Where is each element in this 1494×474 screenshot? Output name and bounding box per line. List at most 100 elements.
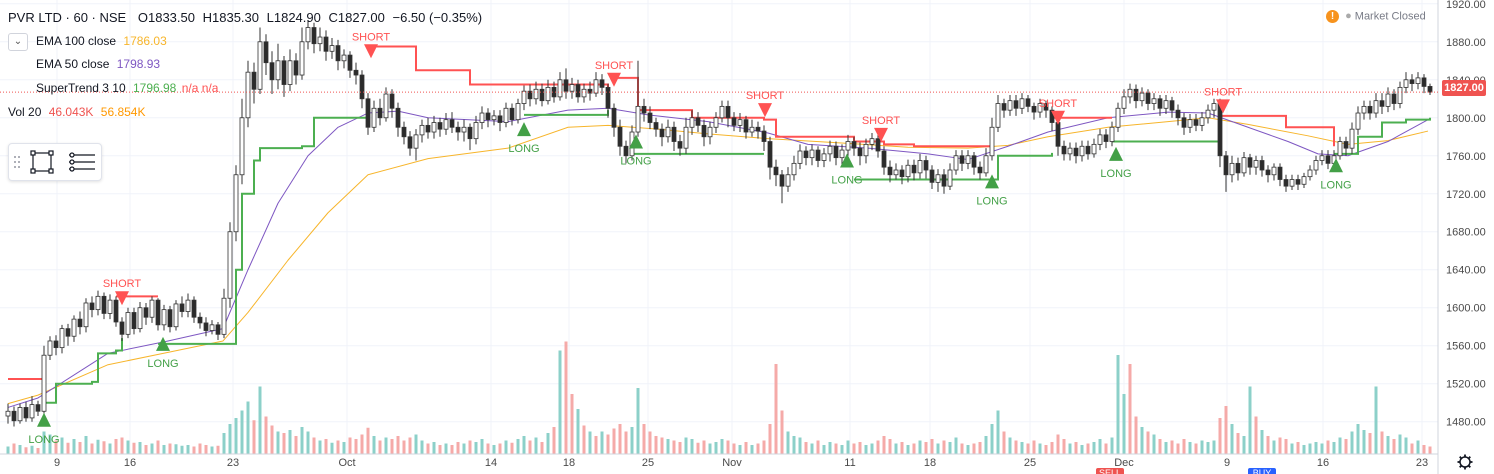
- trade-badge-sell[interactable]: SELL: [1096, 468, 1124, 474]
- candle: [155, 298, 161, 331]
- trade-badge-buy[interactable]: BUY: [1248, 468, 1276, 474]
- candle-body: [83, 302, 89, 328]
- volume-bar: [1368, 433, 1372, 454]
- candle: [167, 305, 173, 333]
- candle: [1373, 93, 1379, 118]
- candle-body: [1055, 122, 1061, 147]
- candle: [1319, 150, 1325, 166]
- candle-body: [995, 103, 1001, 128]
- candle-body: [839, 149, 845, 159]
- ema-50-line: [7, 107, 1429, 408]
- trade-badge-bg: [1248, 468, 1276, 474]
- volume-bar: [978, 442, 982, 454]
- volume-bar: [270, 425, 274, 454]
- candle-body: [761, 130, 767, 142]
- volume-bar: [1050, 442, 1054, 454]
- candle: [221, 288, 227, 339]
- settings-lines-icon[interactable]: [69, 152, 95, 172]
- candle-body: [1145, 92, 1151, 104]
- indicator-supertrend[interactable]: SuperTrend 3 10 1796.98 n/a n/a: [36, 81, 218, 95]
- symbol-title[interactable]: PVR LTD · 60 · NSE: [8, 10, 127, 25]
- candle-body: [47, 340, 53, 356]
- collapse-legend-button[interactable]: ⌄: [8, 33, 28, 51]
- market-status-text: Market Closed: [1354, 10, 1426, 23]
- close-label: C: [328, 10, 338, 25]
- ema100-label: EMA 100 close: [36, 34, 117, 48]
- close-value: 1827.00: [337, 10, 385, 25]
- volume-bar: [72, 439, 76, 454]
- x-tick-label: 18: [563, 457, 575, 469]
- x-tick-label: 14: [485, 457, 497, 469]
- candle: [1223, 151, 1229, 192]
- candle-body: [143, 307, 149, 318]
- indicator-ema50[interactable]: EMA 50 close 1798.93: [36, 57, 160, 71]
- candle-body: [701, 124, 707, 138]
- volume-bar: [1356, 424, 1360, 454]
- candle: [1325, 150, 1331, 170]
- candle-body: [599, 79, 605, 88]
- signal-short: SHORT: [1204, 86, 1242, 114]
- volume-bar: [1062, 439, 1066, 454]
- candle: [557, 72, 563, 101]
- x-tick-label: Nov: [722, 457, 742, 469]
- indicator-volume[interactable]: Vol 20 46.043K 56.854K: [8, 105, 146, 119]
- candle: [923, 155, 929, 179]
- supertrend-value: 1796.98: [132, 81, 177, 95]
- volume-bar: [138, 442, 142, 454]
- candle: [137, 302, 143, 333]
- volume-bar: [408, 437, 412, 454]
- candle: [275, 43, 281, 90]
- volume-bar: [360, 434, 364, 454]
- vol-value-2: 56.854K: [100, 105, 146, 119]
- candle-body: [587, 88, 593, 94]
- warning-icon[interactable]: !: [1326, 10, 1339, 23]
- y-tick-label: 1920.00: [1446, 0, 1486, 11]
- candle-body: [1397, 86, 1403, 104]
- candle-body: [1289, 179, 1295, 187]
- candle: [983, 148, 989, 177]
- volume-bar: [1218, 418, 1222, 454]
- candle: [971, 151, 977, 175]
- chart-settings-gear-icon[interactable]: [1457, 454, 1473, 470]
- candle-body: [1421, 77, 1427, 87]
- candle: [17, 403, 23, 424]
- candle-body: [581, 88, 587, 98]
- volume-bar: [108, 443, 112, 454]
- volume-bar: [918, 440, 922, 454]
- candle-body: [221, 297, 227, 335]
- drag-handle-icon[interactable]: [14, 156, 20, 168]
- y-tick-label: 1800.00: [1446, 113, 1486, 125]
- volume-bar: [990, 424, 994, 454]
- candle-body: [377, 107, 383, 119]
- candle: [161, 304, 167, 331]
- trade-badge-label: BUY: [1253, 468, 1272, 474]
- candle-body: [1271, 166, 1277, 176]
- volume-bar: [90, 443, 94, 454]
- candle-body: [497, 115, 503, 123]
- candle: [539, 83, 545, 107]
- x-tick-label: Dec: [1114, 457, 1134, 469]
- candle-body: [935, 174, 941, 183]
- supertrend-label: SuperTrend 3 10: [36, 81, 126, 95]
- candle: [191, 296, 197, 323]
- candle-body: [695, 117, 701, 126]
- candle: [11, 406, 17, 427]
- candle-body: [1385, 93, 1391, 107]
- candle-body: [269, 62, 275, 81]
- volume-bar: [1380, 431, 1384, 454]
- rectangle-tool-icon[interactable]: [30, 150, 54, 174]
- candle-body: [923, 160, 929, 171]
- candle-body: [179, 303, 185, 312]
- candle: [1355, 106, 1361, 135]
- indicator-ema100[interactable]: EMA 100 close 1786.03: [36, 34, 167, 48]
- candle-body: [1181, 117, 1187, 128]
- candle-body: [749, 126, 755, 133]
- supertrend-up-segment: [1334, 117, 1431, 155]
- gear-ring: [1459, 456, 1471, 468]
- candle-body: [893, 169, 899, 176]
- volume-bar: [228, 424, 232, 454]
- candle: [89, 296, 95, 318]
- volume-bar: [750, 445, 754, 454]
